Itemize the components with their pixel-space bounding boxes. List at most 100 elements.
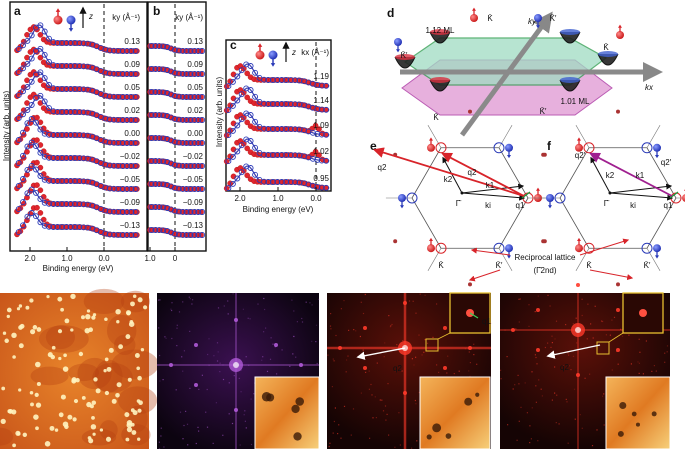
ki-arrow bbox=[461, 192, 526, 201]
adatom bbox=[104, 317, 108, 321]
adatom bbox=[72, 417, 77, 422]
spin-down-point bbox=[199, 209, 206, 215]
spin-down-point bbox=[76, 132, 83, 139]
spin-down-point bbox=[195, 232, 202, 238]
noise bbox=[263, 331, 265, 333]
valley-cone bbox=[394, 56, 416, 69]
noise bbox=[581, 298, 583, 300]
kx-value: 1.14 bbox=[313, 96, 329, 105]
noise bbox=[385, 419, 387, 421]
spin-up-icon bbox=[575, 237, 583, 253]
noise bbox=[183, 350, 185, 352]
noise bbox=[263, 297, 265, 300]
zone-edge-ext bbox=[575, 125, 590, 148]
spin-down-point bbox=[102, 161, 109, 168]
valley-label: K̄ bbox=[433, 113, 439, 122]
noise bbox=[605, 334, 607, 336]
valley-label: K̄′ bbox=[540, 107, 547, 116]
q1-arrow bbox=[521, 191, 531, 199]
diagram-label: k2 bbox=[444, 175, 453, 184]
spin-up-point bbox=[244, 94, 250, 101]
spin-down-point bbox=[115, 185, 122, 192]
noise bbox=[537, 440, 539, 442]
noise bbox=[630, 363, 632, 365]
adatom bbox=[35, 426, 39, 431]
noise bbox=[518, 298, 520, 300]
noise bbox=[171, 337, 173, 340]
spin-down-point bbox=[102, 46, 109, 53]
noise bbox=[565, 324, 567, 326]
noise bbox=[374, 396, 376, 398]
spin-down-point bbox=[292, 126, 299, 133]
noise bbox=[384, 405, 387, 407]
q1-vector bbox=[469, 312, 479, 319]
noise bbox=[581, 427, 583, 429]
spin-down-point bbox=[28, 102, 35, 108]
spin-down-point bbox=[156, 227, 163, 234]
noise bbox=[165, 337, 167, 339]
spin-down-point bbox=[179, 208, 186, 215]
cone-rim bbox=[395, 54, 415, 60]
spin-down-point bbox=[318, 106, 325, 113]
zoom-source bbox=[425, 338, 439, 352]
adatom bbox=[33, 414, 39, 420]
spin-down-point bbox=[160, 89, 167, 96]
diagram-label: K̄′ bbox=[644, 261, 651, 270]
brillouin-zone bbox=[559, 147, 677, 249]
spin-ball bbox=[255, 50, 265, 60]
noise bbox=[535, 401, 537, 403]
spin-down-point bbox=[119, 48, 126, 54]
x-tick-label: 1.0 bbox=[272, 194, 284, 203]
adatom bbox=[134, 353, 140, 358]
adatom bbox=[11, 409, 17, 415]
noise bbox=[186, 423, 189, 425]
adatom bbox=[93, 377, 98, 382]
spin-down-point bbox=[171, 46, 178, 53]
axis-label: ky bbox=[528, 17, 537, 26]
noise bbox=[295, 356, 297, 358]
spin-down-point bbox=[76, 201, 83, 208]
zone-edge-ext bbox=[646, 125, 661, 148]
spin-down-point bbox=[274, 126, 281, 132]
adatom bbox=[29, 391, 34, 395]
spin-ball bbox=[653, 244, 661, 253]
adatom bbox=[16, 307, 21, 311]
fft-peak bbox=[194, 343, 198, 347]
spin-down-point bbox=[247, 165, 254, 171]
kx-value: 1.09 bbox=[313, 121, 329, 130]
spin-down-point bbox=[292, 101, 299, 108]
x-tick-label: 2.0 bbox=[24, 254, 36, 263]
noise bbox=[188, 296, 190, 298]
noise bbox=[227, 313, 229, 315]
noise bbox=[189, 298, 191, 300]
diagram-label: K̄′ bbox=[496, 261, 503, 270]
spin-down-point bbox=[59, 86, 65, 92]
adatom bbox=[54, 428, 59, 432]
noise bbox=[343, 300, 345, 302]
spin-down-point bbox=[63, 86, 70, 92]
noise bbox=[412, 300, 414, 302]
x-axis-label: Binding energy (eV) bbox=[43, 264, 114, 273]
adatom bbox=[67, 414, 73, 420]
spin-down-point bbox=[102, 184, 109, 191]
spin-down-point bbox=[119, 117, 126, 123]
noise bbox=[381, 399, 383, 401]
noise bbox=[411, 358, 413, 360]
noise bbox=[536, 363, 538, 365]
spin-down-point bbox=[225, 107, 232, 114]
noise bbox=[589, 373, 591, 375]
noise bbox=[507, 424, 509, 426]
noise bbox=[329, 442, 331, 444]
fft-peak bbox=[536, 348, 540, 352]
spin-ball bbox=[575, 143, 583, 152]
spin-down-point bbox=[160, 66, 167, 73]
spin-down-point bbox=[168, 206, 174, 213]
fft-peak bbox=[363, 366, 367, 370]
spin-down-point bbox=[80, 40, 87, 47]
spin-down-point bbox=[72, 155, 78, 161]
terrace bbox=[83, 288, 125, 314]
noise bbox=[469, 375, 471, 377]
spin-down-point bbox=[287, 126, 294, 133]
noise bbox=[394, 370, 396, 372]
cone-rim bbox=[430, 29, 450, 35]
